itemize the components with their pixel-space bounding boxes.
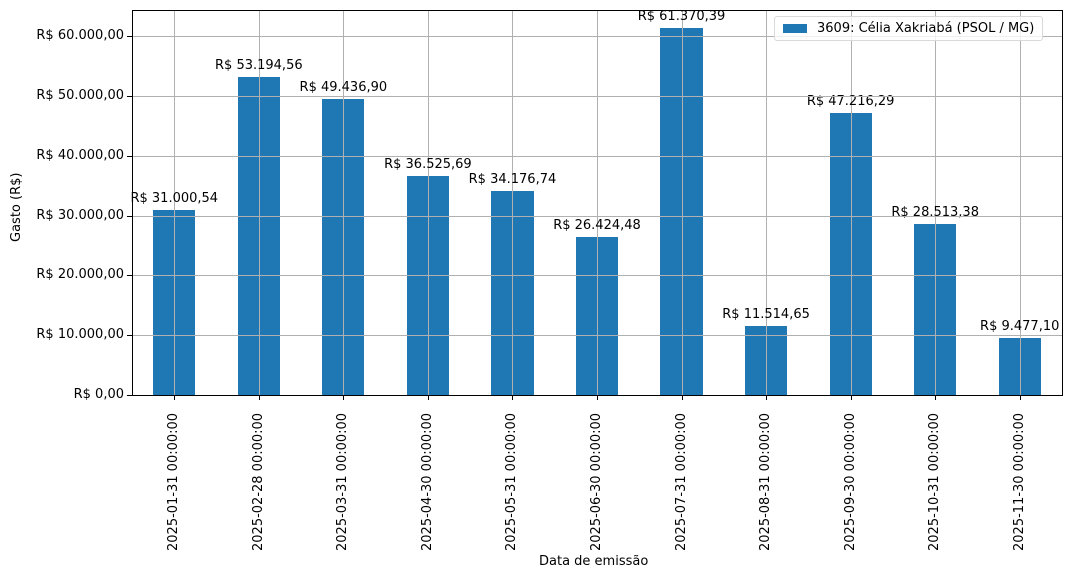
x-tick-label: 2025-09-30 00:00:00 xyxy=(842,412,858,551)
x-tick-label: 2025-02-28 00:00:00 xyxy=(250,412,266,551)
x-tick-label: 2025-11-30 00:00:00 xyxy=(1011,412,1027,551)
x-tick-label: 2025-07-31 00:00:00 xyxy=(673,412,689,551)
bar-value-label: R$ 49.436,90 xyxy=(299,80,388,96)
gridline-vertical xyxy=(428,176,429,395)
x-tick xyxy=(682,395,683,400)
x-tick-label: 2025-03-31 00:00:00 xyxy=(335,412,351,551)
gridline-vertical xyxy=(1020,338,1021,395)
bar-value-label: R$ 34.176,74 xyxy=(468,171,557,187)
x-tick xyxy=(343,395,344,400)
gridline-vertical xyxy=(512,190,513,395)
x-axis-label: Data de emissão xyxy=(539,554,649,569)
gridline-vertical xyxy=(597,10,598,395)
y-tick xyxy=(127,395,132,396)
gridline-vertical xyxy=(682,27,683,395)
y-tick-label: R$ 0,00 xyxy=(73,387,124,402)
y-tick xyxy=(127,36,132,37)
bar xyxy=(829,112,872,395)
x-tick-label: 2025-06-30 00:00:00 xyxy=(589,412,604,551)
x-tick xyxy=(174,395,175,400)
y-tick-label: R$ 10.000,00 xyxy=(36,327,124,342)
y-tick-label: R$ 40.000,00 xyxy=(36,148,124,163)
y-axis-label: Gasto (R$) xyxy=(9,172,24,242)
x-tick xyxy=(512,395,513,400)
x-tick xyxy=(935,395,936,400)
legend-label: 3609: Célia Xakriabá (PSOL / MG) xyxy=(817,21,1035,36)
x-tick-label: 2025-01-31 00:00:00 xyxy=(166,412,182,551)
bar xyxy=(406,176,450,395)
gridline-horizontal xyxy=(132,156,1062,157)
gridline-vertical xyxy=(1020,10,1021,395)
y-tick xyxy=(127,216,132,217)
x-tick xyxy=(766,395,767,400)
y-tick xyxy=(127,156,132,157)
x-tick-label: 2025-08-31 00:00:00 xyxy=(758,412,774,551)
x-tick-label: 2025-10-31 00:00:00 xyxy=(927,412,943,551)
y-tick-label: R$ 60.000,00 xyxy=(36,28,124,43)
y-tick-label: R$ 50.000,00 xyxy=(36,88,124,103)
x-tick xyxy=(597,395,598,400)
y-tick-label: R$ 20.000,00 xyxy=(36,267,124,282)
bar-value-label: R$ 36.525,69 xyxy=(384,157,472,173)
bar xyxy=(575,236,619,395)
gridline-horizontal xyxy=(132,216,1062,217)
bar-value-label: R$ 26.424,48 xyxy=(553,217,641,233)
y-tick-label: R$ 30.000,00 xyxy=(36,208,124,223)
gridline-vertical xyxy=(766,10,767,395)
bar-value-label: R$ 47.216,29 xyxy=(806,93,895,109)
bar-value-label: R$ 31.000,54 xyxy=(130,190,219,206)
plot-area xyxy=(132,10,1063,396)
gridline-vertical xyxy=(174,10,175,395)
gridline-horizontal xyxy=(132,335,1062,336)
x-tick xyxy=(428,395,429,400)
bar-value-label: R$ 9.477,10 xyxy=(980,319,1060,335)
gridline-vertical xyxy=(851,112,852,395)
x-tick xyxy=(1020,395,1021,400)
legend: 3609: Célia Xakriabá (PSOL / MG) xyxy=(774,16,1044,41)
x-tick-label: 2025-04-30 00:00:00 xyxy=(419,412,435,551)
bar-value-label: R$ 11.514,65 xyxy=(722,307,810,323)
bar xyxy=(660,27,703,395)
gridline-vertical xyxy=(259,76,260,395)
x-tick xyxy=(259,395,260,400)
gridline-vertical xyxy=(343,99,344,395)
legend-swatch xyxy=(783,24,807,33)
bar-value-label: R$ 61.370,39 xyxy=(637,8,726,24)
gridline-horizontal xyxy=(132,275,1062,276)
y-tick xyxy=(127,96,132,97)
y-tick xyxy=(127,275,132,276)
gridline-horizontal xyxy=(132,96,1062,97)
gridline-horizontal xyxy=(132,36,1062,37)
y-tick xyxy=(127,335,132,336)
bar xyxy=(998,338,1041,395)
x-tick xyxy=(851,395,852,400)
gridline-vertical xyxy=(935,224,936,395)
gridline-vertical xyxy=(766,326,767,395)
bar-value-label: R$ 53.194,56 xyxy=(215,57,303,73)
gridline-vertical xyxy=(597,236,598,395)
gridline-vertical xyxy=(935,10,936,395)
x-tick-label: 2025-05-31 00:00:00 xyxy=(504,412,520,551)
gridline-vertical xyxy=(174,209,175,395)
bar xyxy=(237,76,280,395)
